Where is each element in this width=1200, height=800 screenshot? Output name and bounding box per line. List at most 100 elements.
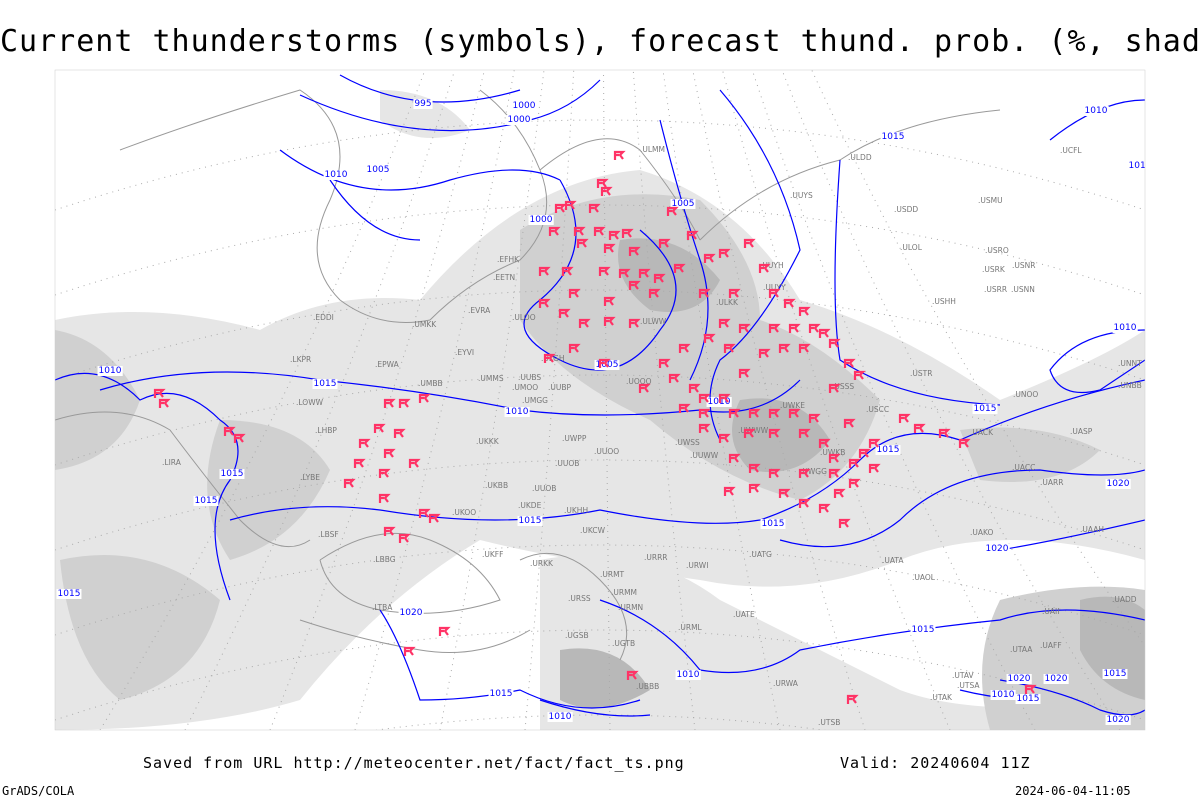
isobar-line	[599, 599, 1145, 674]
station-label: .LTBA	[372, 603, 393, 612]
station-code: UKFF	[484, 550, 503, 559]
isobar-label: 1020	[400, 608, 423, 618]
station-code: UACC	[1014, 463, 1035, 472]
isobar-labels: 995 1000100010051010100510001015101010101…	[56, 99, 1145, 725]
thunderstorm-flag-icon	[698, 408, 711, 418]
thunderstorm-flag-icon	[588, 203, 601, 213]
station-label: .UKCW	[580, 526, 606, 535]
station-code: UATE	[735, 610, 755, 619]
thunderstorm-flag-icon	[723, 486, 736, 496]
thunderstorm-flag-icon	[378, 493, 391, 503]
thunderstorm-flag-icon	[743, 428, 756, 438]
thunderstorm-probability-shading	[55, 90, 1145, 730]
station-code: UTSA	[959, 681, 980, 690]
station-label: .UMKK	[412, 320, 437, 329]
station-code: UWPP	[564, 434, 586, 443]
station-code: ULMM	[642, 145, 665, 154]
station-code: UGSB	[567, 631, 588, 640]
station-label: .LIRA	[162, 458, 182, 467]
thunderstorm-flag-icon	[673, 263, 686, 273]
station-label: .URML	[678, 623, 703, 632]
isobar-line	[55, 372, 239, 601]
station-code: UOOO	[628, 377, 651, 386]
station-code: USCC	[868, 405, 889, 414]
station-code: URKK	[532, 559, 554, 568]
thunderstorm-flag-icon	[748, 483, 761, 493]
station-label: .URMT	[600, 570, 625, 579]
station-label: .UWKE	[780, 401, 805, 410]
thunderstorm-flag-icon	[618, 268, 631, 278]
map-title: Current thunderstorms (symbols), forecas…	[0, 24, 1200, 59]
thunderstorm-flag-icon	[718, 433, 731, 443]
station-label: .UKDE	[518, 501, 542, 510]
station-code: UAII	[1044, 607, 1059, 616]
station-code: URSS	[570, 594, 590, 603]
isobar-line	[379, 609, 641, 709]
station-label: .UUWW	[690, 451, 719, 460]
station-label: .UUBS	[518, 373, 541, 382]
thunderstorm-flag-icon	[628, 318, 641, 328]
station-code: UAOL	[914, 573, 935, 582]
thunderstorm-flag-icon	[828, 383, 841, 393]
thunderstorm-flag-icon	[698, 288, 711, 298]
parallel	[55, 119, 1145, 211]
station-code: USMU	[980, 196, 1002, 205]
thunderstorm-flag-icon	[658, 358, 671, 368]
station-code: URMN	[620, 603, 643, 612]
thunderstorm-flag-icon	[648, 288, 661, 298]
station-label: .USRK	[982, 265, 1006, 274]
isobar-label: 1010	[1114, 323, 1137, 333]
probability-area	[560, 648, 650, 708]
thunderstorm-flag-icon	[833, 488, 846, 498]
isobar-label: 1020	[1045, 674, 1068, 684]
station-code: USRR	[986, 285, 1007, 294]
thunderstorm-flag-icon	[788, 323, 801, 333]
station-code: EPWA	[377, 360, 399, 369]
thunderstorm-flag-icon	[603, 316, 616, 326]
station-code: USTR	[912, 369, 932, 378]
station-code: UKHH	[566, 506, 588, 515]
station-label: .USHH	[932, 297, 956, 306]
station-code: URWI	[688, 561, 708, 570]
thunderstorm-flag-icon	[798, 498, 811, 508]
thunderstorm-flag-icon	[568, 343, 581, 353]
generated-timestamp: 2024-06-04-11:05	[1015, 784, 1131, 798]
meridian	[811, 70, 1145, 648]
thunderstorm-flag-icon	[538, 298, 551, 308]
station-label: .ULMM	[640, 145, 665, 154]
isobar-label: 1020	[1107, 479, 1130, 489]
station-label: .UNOO	[1013, 390, 1038, 399]
station-code: UWSS	[677, 438, 700, 447]
station-label: .UATA	[882, 556, 904, 565]
thunderstorm-flag-icon	[596, 178, 609, 188]
station-code: LHBP	[317, 426, 337, 435]
station-code: UMMS	[480, 374, 503, 383]
thunderstorm-flag-icon	[1024, 684, 1037, 694]
station-code: UTAA	[1012, 645, 1033, 654]
station-label: .LBSF	[318, 530, 339, 539]
station-label: .UKHH	[564, 506, 588, 515]
valid-time: Valid: 20240604 11Z	[840, 754, 1031, 772]
thunderstorm-flag-icon	[743, 238, 756, 248]
thunderstorm-flag-icon	[638, 268, 651, 278]
thunderstorm-flag-icon	[383, 526, 396, 536]
station-code: UKCW	[582, 526, 605, 535]
thunderstorm-flag-icon	[778, 488, 791, 498]
station-label: .UTAA	[1010, 645, 1033, 654]
station-label: .URKK	[530, 559, 554, 568]
thunderstorm-flag-icon	[738, 368, 751, 378]
thunderstorm-flag-icon	[768, 468, 781, 478]
thunderstorm-flag-icon	[621, 228, 634, 238]
station-label: .URMM	[611, 588, 637, 597]
thunderstorm-flag-icon	[393, 428, 406, 438]
isobar-label: 1015	[195, 496, 218, 506]
thunderstorm-flag-icon	[418, 393, 431, 403]
probability-area	[618, 238, 720, 312]
isobar-line	[99, 371, 801, 416]
thunderstorm-flag-icon	[846, 694, 859, 704]
station-label: .UKBB	[485, 481, 508, 490]
station-label: .USTR	[910, 369, 932, 378]
probability-area	[960, 427, 1100, 482]
isobar-label: 1010	[1085, 106, 1108, 116]
station-label: .UBBB	[636, 682, 659, 691]
